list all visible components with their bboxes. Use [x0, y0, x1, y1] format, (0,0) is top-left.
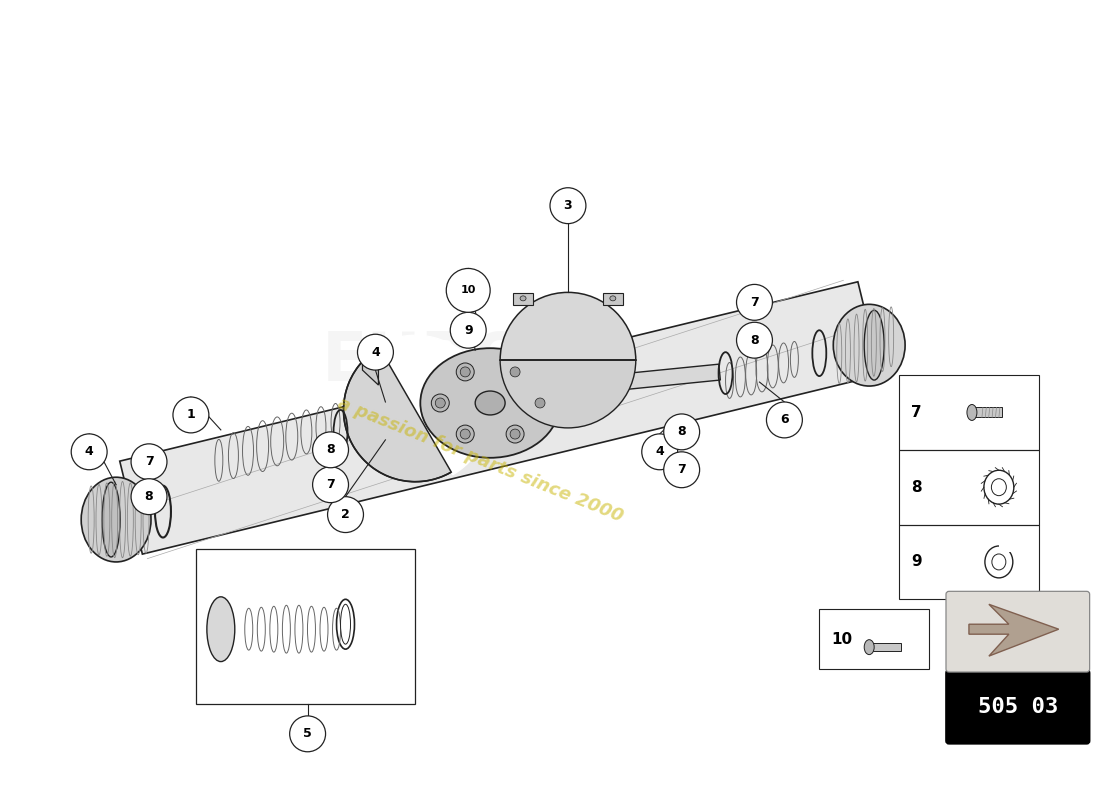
- Circle shape: [358, 334, 394, 370]
- Circle shape: [510, 367, 520, 377]
- Circle shape: [456, 363, 474, 381]
- Text: 4: 4: [656, 446, 664, 458]
- Text: 10: 10: [461, 286, 476, 295]
- Circle shape: [641, 434, 678, 470]
- Wedge shape: [378, 335, 491, 474]
- Circle shape: [510, 429, 520, 439]
- Ellipse shape: [341, 604, 351, 644]
- Text: 9: 9: [464, 324, 473, 337]
- Wedge shape: [500, 292, 636, 360]
- Bar: [899, 450, 1038, 525]
- Ellipse shape: [865, 310, 884, 380]
- Bar: [513, 294, 534, 306]
- Wedge shape: [500, 360, 636, 428]
- Text: 7: 7: [750, 296, 759, 309]
- Text: a passion for parts since 2000: a passion for parts since 2000: [334, 394, 626, 526]
- Text: 4: 4: [371, 346, 380, 358]
- Circle shape: [131, 478, 167, 514]
- Text: 5: 5: [304, 727, 312, 740]
- Polygon shape: [120, 282, 880, 554]
- Circle shape: [312, 432, 349, 468]
- FancyBboxPatch shape: [946, 670, 1090, 744]
- Circle shape: [550, 188, 586, 224]
- Bar: [999, 544, 1019, 552]
- Circle shape: [436, 398, 446, 408]
- Polygon shape: [969, 604, 1058, 656]
- Text: 7: 7: [327, 478, 334, 491]
- Polygon shape: [579, 364, 720, 394]
- Text: 505 03: 505 03: [978, 697, 1058, 717]
- Circle shape: [767, 402, 802, 438]
- Text: 9: 9: [911, 554, 922, 570]
- Text: 8: 8: [911, 480, 922, 494]
- Ellipse shape: [102, 482, 120, 557]
- Text: EUROP
ARTS: EUROP ARTS: [322, 329, 579, 471]
- Ellipse shape: [520, 296, 526, 301]
- Text: 7: 7: [678, 463, 686, 476]
- Ellipse shape: [967, 405, 977, 421]
- Circle shape: [328, 497, 363, 533]
- Circle shape: [531, 394, 549, 412]
- Bar: [196, 550, 416, 704]
- Circle shape: [506, 363, 524, 381]
- Text: 6: 6: [780, 414, 789, 426]
- Circle shape: [456, 425, 474, 443]
- Circle shape: [737, 322, 772, 358]
- Circle shape: [506, 425, 524, 443]
- Text: 8: 8: [145, 490, 153, 503]
- Circle shape: [131, 444, 167, 480]
- Ellipse shape: [609, 296, 616, 301]
- Circle shape: [289, 716, 326, 752]
- Polygon shape: [363, 355, 378, 385]
- Circle shape: [535, 398, 544, 408]
- Circle shape: [737, 285, 772, 320]
- Bar: [820, 610, 930, 669]
- Ellipse shape: [337, 599, 354, 649]
- Circle shape: [460, 367, 470, 377]
- Text: 7: 7: [144, 455, 153, 468]
- Circle shape: [460, 429, 470, 439]
- Text: 8: 8: [678, 426, 686, 438]
- Ellipse shape: [475, 391, 505, 415]
- Text: 2: 2: [341, 508, 350, 521]
- FancyBboxPatch shape: [946, 591, 1090, 672]
- Circle shape: [663, 414, 700, 450]
- Text: 7: 7: [911, 405, 922, 420]
- Text: 8: 8: [327, 443, 334, 456]
- Bar: [899, 375, 1038, 450]
- Ellipse shape: [420, 348, 560, 458]
- Circle shape: [431, 394, 449, 412]
- Circle shape: [72, 434, 107, 470]
- Text: 3: 3: [563, 199, 572, 212]
- Bar: [899, 525, 1038, 599]
- Wedge shape: [343, 338, 487, 482]
- Circle shape: [173, 397, 209, 433]
- Circle shape: [663, 452, 700, 488]
- Ellipse shape: [834, 304, 905, 386]
- Ellipse shape: [81, 478, 151, 562]
- Circle shape: [312, 466, 349, 502]
- Text: 8: 8: [750, 334, 759, 346]
- Bar: [869, 643, 901, 651]
- Bar: [603, 294, 623, 306]
- Text: 4: 4: [85, 446, 94, 458]
- Ellipse shape: [207, 597, 234, 662]
- Circle shape: [450, 312, 486, 348]
- Circle shape: [447, 269, 491, 312]
- Text: 1: 1: [187, 409, 196, 422]
- Ellipse shape: [865, 640, 874, 654]
- Bar: [972, 407, 1002, 418]
- Text: 10: 10: [832, 632, 852, 646]
